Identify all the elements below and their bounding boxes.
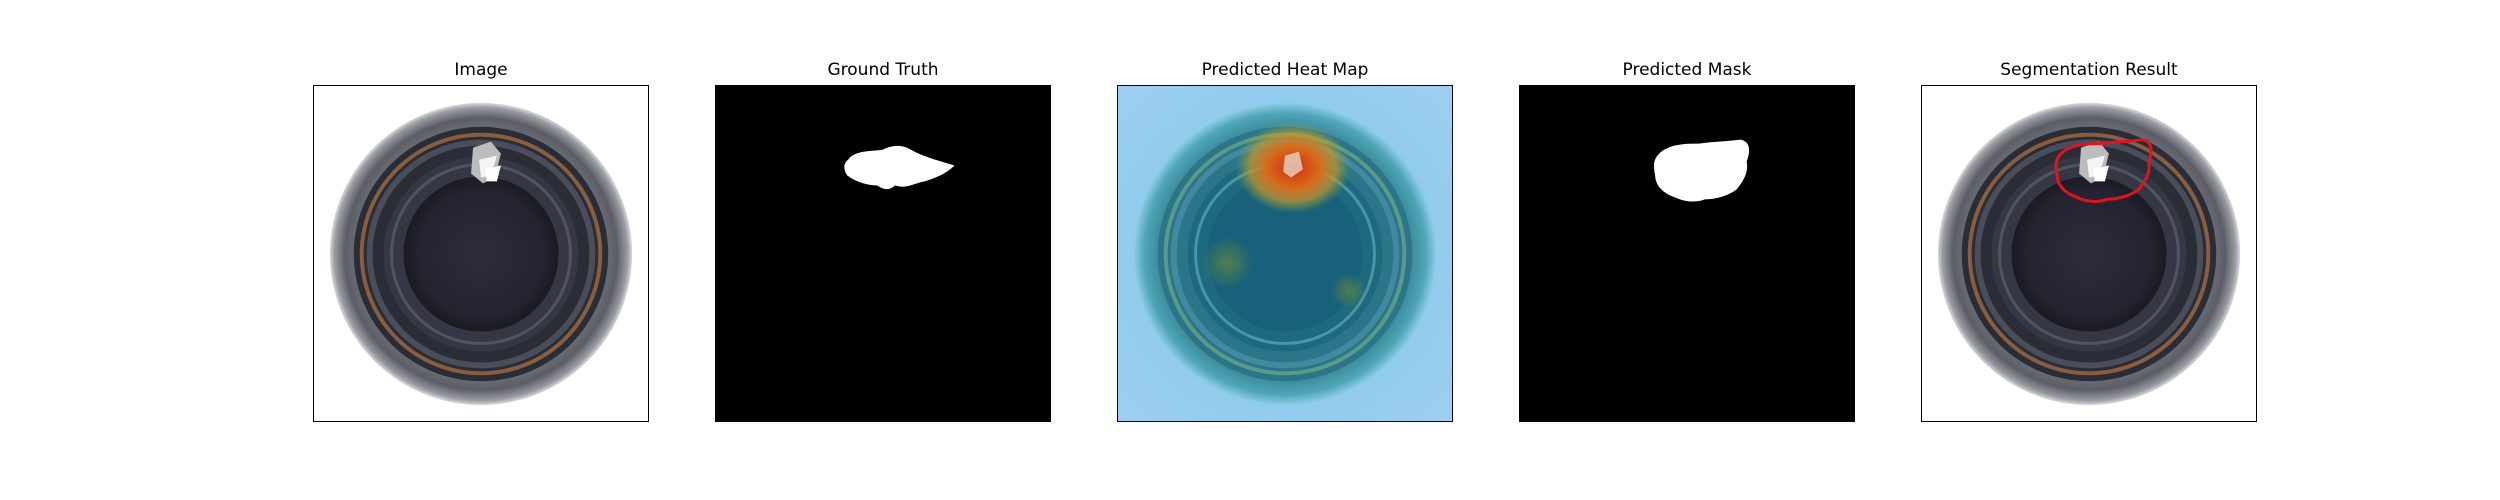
heat-map-frame (1117, 85, 1453, 422)
panel-predicted-mask: Predicted Mask (1519, 0, 1855, 500)
heat-map-image (1118, 86, 1452, 421)
panel-ground-truth: Ground Truth (715, 0, 1051, 500)
image-frame (313, 85, 649, 422)
segmentation-frame (1921, 85, 2257, 422)
ground-truth-mask (716, 86, 1050, 421)
panel-segmentation-result: Segmentation Result (1921, 0, 2257, 500)
segmentation-image (1922, 86, 2256, 421)
panel-title: Predicted Mask (1622, 60, 1752, 80)
predicted-mask-frame (1519, 85, 1855, 422)
panel-title: Image (454, 60, 508, 80)
predicted-mask (1520, 86, 1854, 421)
panel-heat-map: Predicted Heat Map (1117, 0, 1453, 500)
panel-title: Ground Truth (827, 60, 939, 80)
ground-truth-frame (715, 85, 1051, 422)
panel-title: Predicted Heat Map (1201, 60, 1369, 80)
panel-title: Segmentation Result (2000, 60, 2178, 80)
panel-image: Image (313, 0, 649, 500)
bottle-photo (314, 86, 648, 421)
segmentation-outline (2054, 138, 2153, 203)
